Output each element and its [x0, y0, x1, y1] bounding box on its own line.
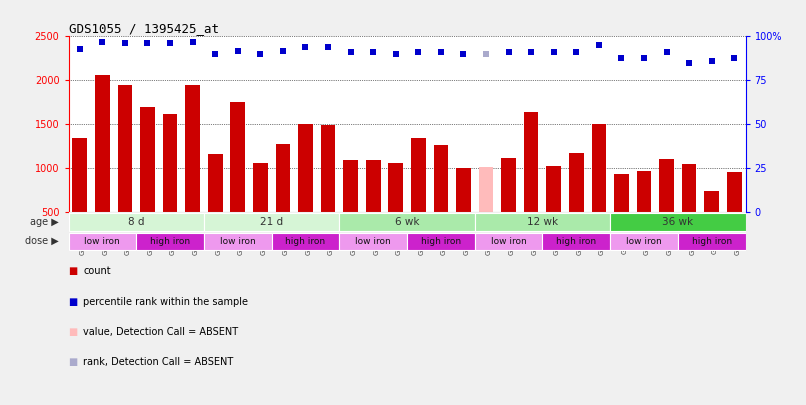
Bar — [140, 107, 155, 256]
Bar — [343, 160, 358, 256]
Text: value, Detection Call = ABSENT: value, Detection Call = ABSENT — [83, 327, 238, 337]
Bar — [276, 144, 290, 256]
Text: 6 wk: 6 wk — [395, 217, 419, 227]
Text: low iron: low iron — [491, 237, 526, 245]
Text: low iron: low iron — [355, 237, 391, 245]
Text: 36 wk: 36 wk — [663, 217, 693, 227]
Bar — [204, 213, 339, 231]
Text: ■: ■ — [69, 358, 77, 367]
Bar — [479, 166, 493, 256]
Text: low iron: low iron — [220, 237, 256, 245]
Bar — [501, 158, 516, 256]
Bar — [569, 153, 584, 256]
Bar — [475, 213, 610, 231]
Text: GDS1055 / 1395425_at: GDS1055 / 1395425_at — [69, 22, 218, 35]
Bar — [610, 213, 746, 231]
Bar — [253, 163, 268, 256]
Bar — [524, 112, 538, 256]
Bar — [682, 164, 696, 256]
Text: high iron: high iron — [692, 237, 732, 245]
Bar — [69, 213, 204, 231]
Bar — [366, 160, 380, 256]
Bar — [339, 233, 407, 250]
Bar — [95, 75, 110, 256]
Bar — [272, 233, 339, 250]
Text: percentile rank within the sample: percentile rank within the sample — [83, 297, 248, 307]
Text: ■: ■ — [69, 266, 77, 276]
Bar — [727, 172, 742, 256]
Text: ■: ■ — [69, 327, 77, 337]
Text: high iron: high iron — [150, 237, 190, 245]
Bar — [614, 174, 629, 256]
Bar — [678, 233, 746, 250]
Bar — [73, 138, 87, 256]
Bar — [407, 233, 475, 250]
Bar — [546, 166, 561, 256]
Bar — [704, 191, 719, 256]
Bar — [208, 154, 222, 256]
Bar — [298, 124, 313, 256]
Text: high iron: high iron — [556, 237, 596, 245]
Bar — [136, 233, 204, 250]
Bar — [69, 233, 136, 250]
Bar — [231, 102, 245, 256]
Bar — [475, 233, 542, 250]
Bar — [118, 85, 132, 256]
Text: low iron: low iron — [626, 237, 662, 245]
Bar — [388, 163, 403, 256]
Text: rank, Detection Call = ABSENT: rank, Detection Call = ABSENT — [83, 358, 233, 367]
Bar — [185, 85, 200, 256]
Bar — [321, 125, 335, 256]
Bar — [411, 139, 426, 256]
Text: high iron: high iron — [421, 237, 461, 245]
Text: high iron: high iron — [285, 237, 326, 245]
Text: age ▶: age ▶ — [30, 217, 58, 227]
Bar — [659, 159, 674, 256]
Bar — [610, 233, 678, 250]
Text: 12 wk: 12 wk — [527, 217, 558, 227]
Text: 21 d: 21 d — [260, 217, 283, 227]
Bar — [434, 145, 448, 256]
Bar — [204, 233, 272, 250]
Bar — [592, 124, 606, 256]
Text: count: count — [83, 266, 110, 276]
Bar — [637, 171, 651, 256]
Text: 8 d: 8 d — [128, 217, 144, 227]
Bar — [542, 233, 610, 250]
Bar — [456, 168, 471, 256]
Bar — [163, 114, 177, 256]
Text: ■: ■ — [69, 297, 77, 307]
Text: low iron: low iron — [85, 237, 120, 245]
Bar — [339, 213, 475, 231]
Text: dose ▶: dose ▶ — [25, 236, 58, 246]
